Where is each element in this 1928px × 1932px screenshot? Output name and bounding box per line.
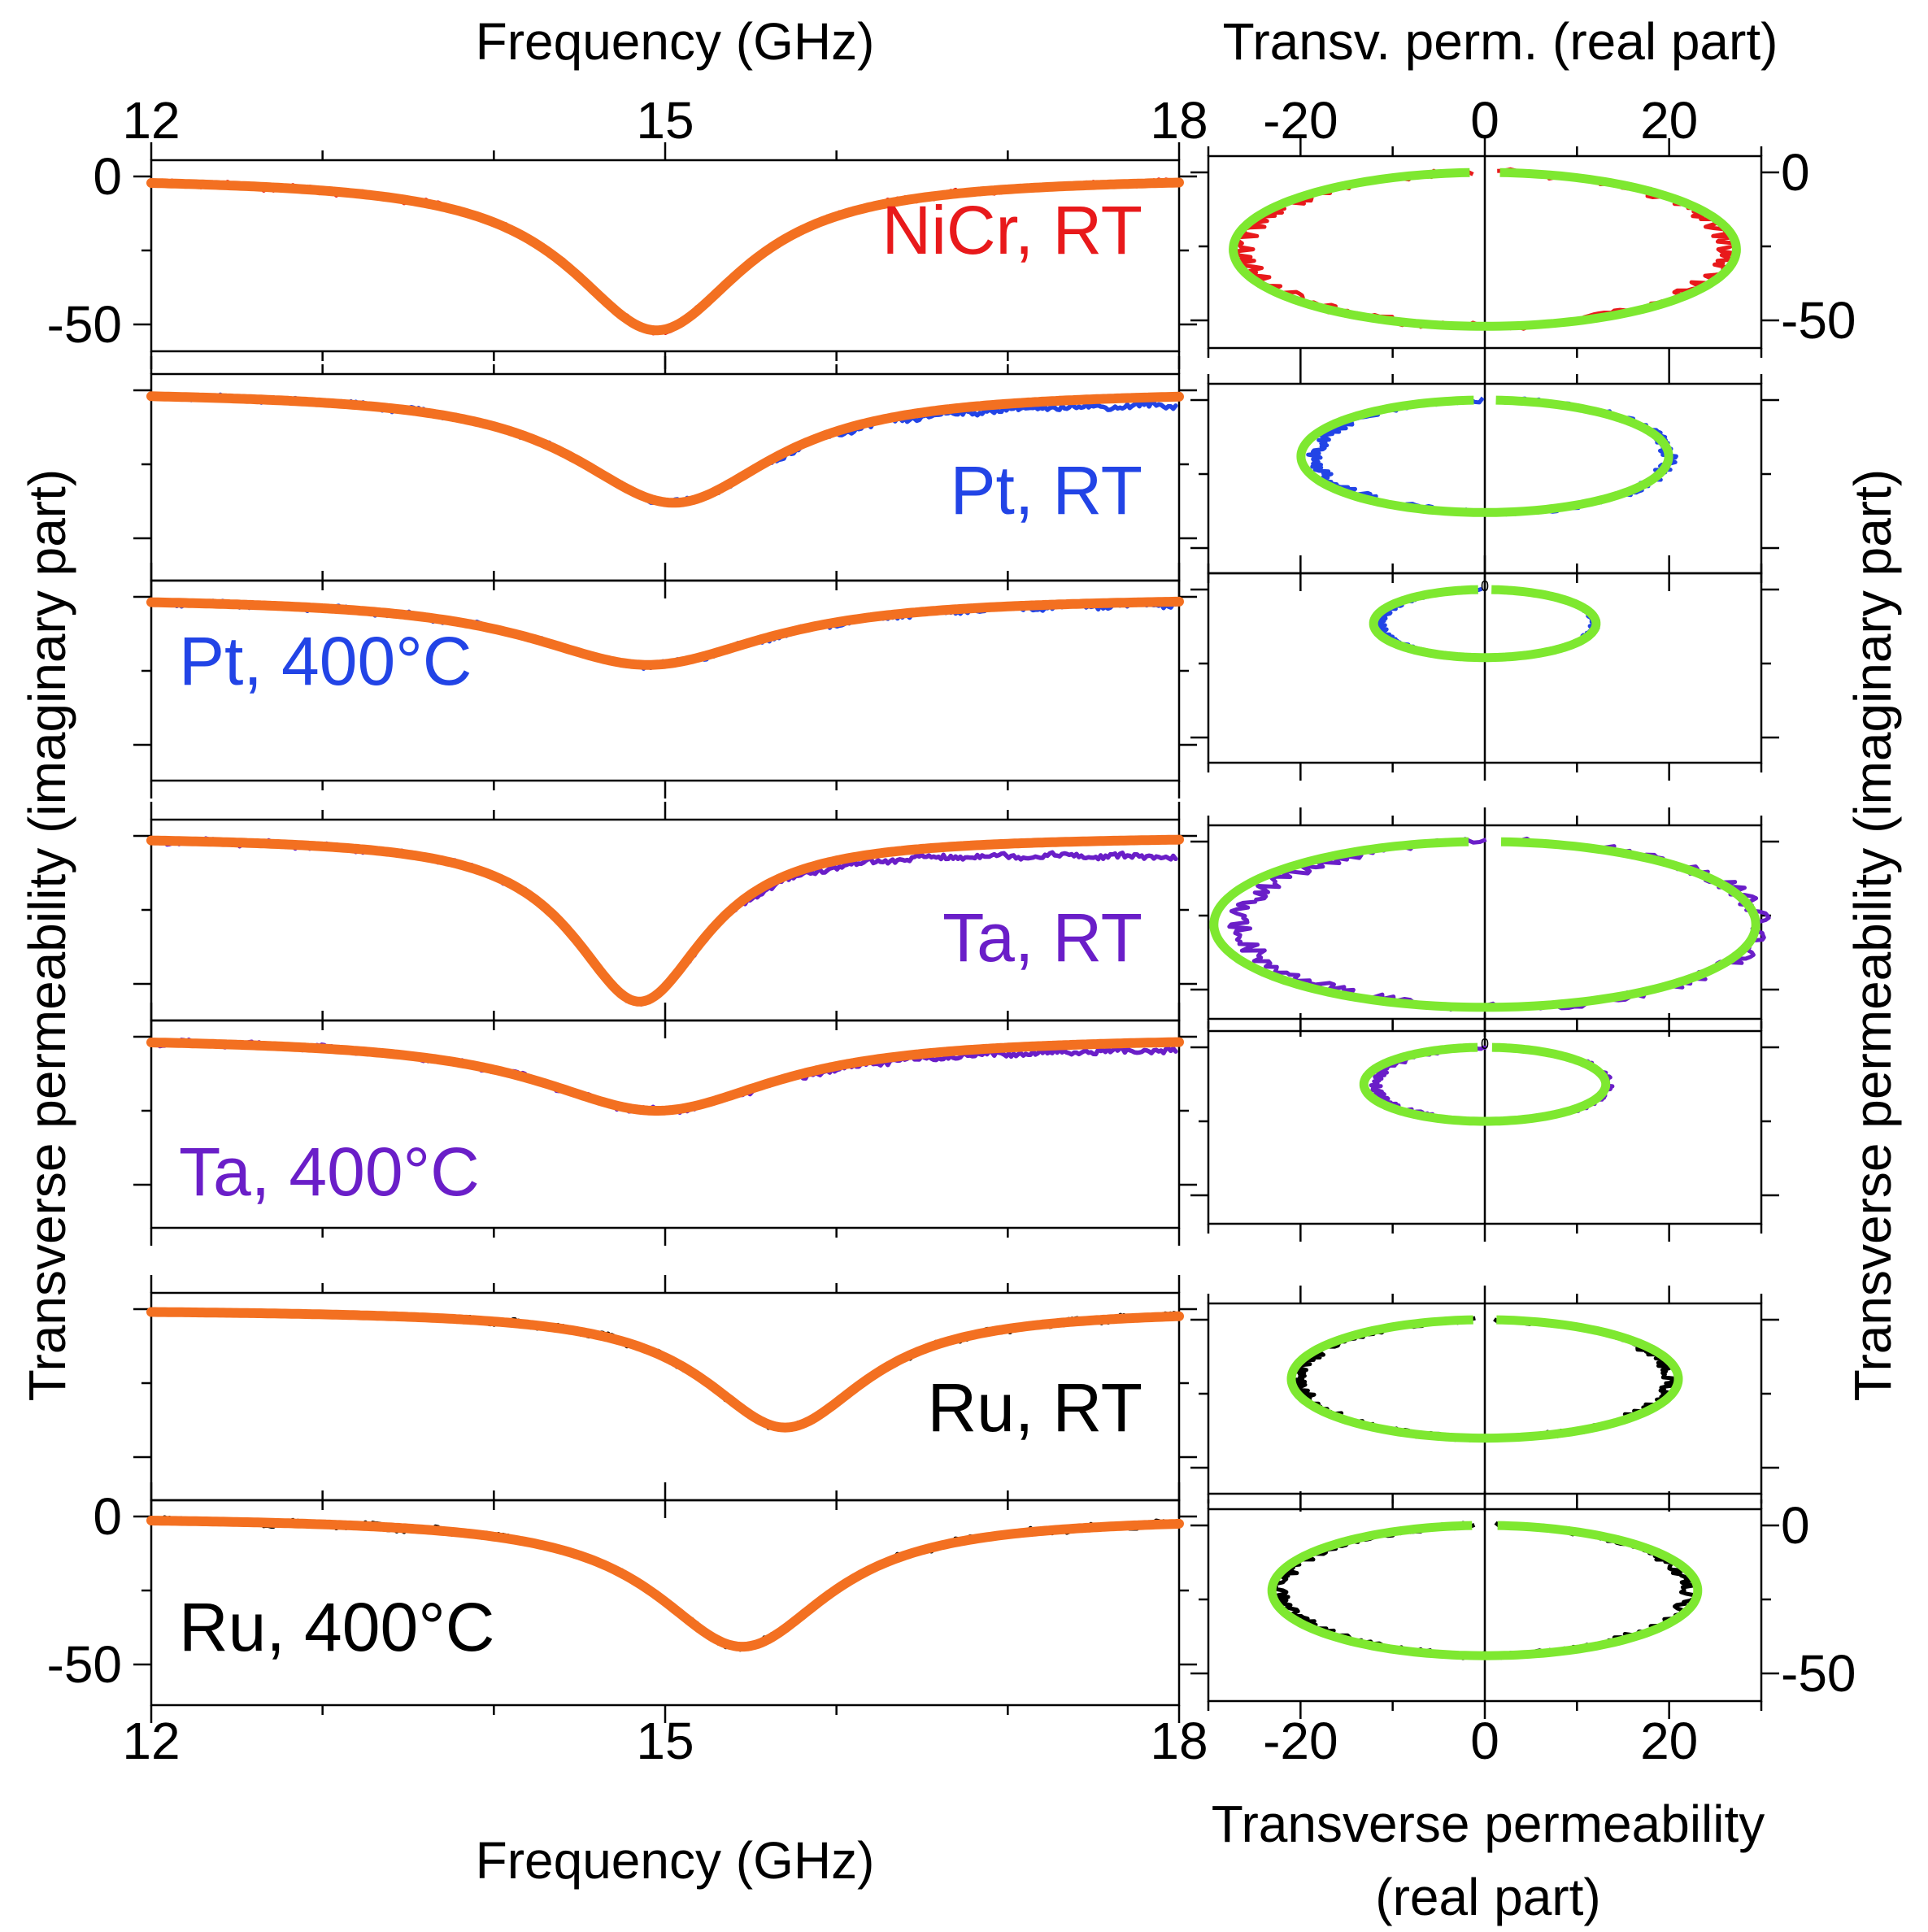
bottom-x-tick-label: 18 bbox=[1150, 1712, 1208, 1770]
bottom-x-tick-label: 15 bbox=[636, 1712, 694, 1770]
loop-origin-marker: 0 bbox=[1481, 1036, 1489, 1052]
bottom-x-tick-label: 12 bbox=[122, 1712, 180, 1770]
bottom-right-x-tick-label: 20 bbox=[1640, 1712, 1698, 1770]
top-x-tick-label: 15 bbox=[636, 91, 694, 150]
right-y-tick-label: 0 bbox=[1781, 1496, 1810, 1555]
bottom-x-axis-title: Frequency (GHz) bbox=[476, 1831, 875, 1890]
loop-origin-marker: 0 bbox=[1481, 578, 1489, 594]
top-right-x-tick-label: 20 bbox=[1640, 91, 1698, 150]
bottom-right-x-axis-title-line1: Transverse permeability bbox=[1212, 1795, 1765, 1853]
left-y-tick-label: -50 bbox=[47, 1635, 123, 1694]
top-right-x-axis-title: Transv. perm. (real part) bbox=[1223, 12, 1778, 71]
sample-label: Ta, RT bbox=[942, 899, 1142, 976]
fit-curve bbox=[146, 1037, 1184, 1116]
right-y-axis-title: Transverse permeability (imaginary part) bbox=[1843, 469, 1902, 1401]
bottom-right-x-tick-label: 0 bbox=[1470, 1712, 1499, 1770]
bottom-right-x-axis-title-line2: (real part) bbox=[1375, 1868, 1600, 1926]
loop-panels: 00 bbox=[1190, 138, 1779, 1719]
sample-label: NiCr, RT bbox=[882, 192, 1142, 268]
top-x-tick-label: 18 bbox=[1150, 91, 1208, 150]
right-y-tick-label: -50 bbox=[1781, 291, 1856, 350]
fit-loop bbox=[1286, 1315, 1683, 1443]
sample-label: Pt, 400°C bbox=[179, 623, 472, 699]
fit-loop bbox=[1267, 1521, 1703, 1660]
top-right-x-tick-label: -20 bbox=[1263, 91, 1338, 150]
right-y-tick-label: -50 bbox=[1781, 1644, 1856, 1703]
fit-curve bbox=[146, 391, 1184, 508]
fit-loop bbox=[1369, 585, 1601, 663]
frequency-panels: NiCr, RT Pt, RT Pt, 400°C Ta, RT Ta, 400°C Ru… bbox=[133, 142, 1197, 1723]
fit-loop bbox=[1296, 395, 1673, 517]
sample-label: Ru, RT bbox=[927, 1369, 1142, 1446]
fit-curve bbox=[146, 177, 1184, 336]
left-y-tick-label: -50 bbox=[47, 295, 123, 354]
bottom-right-x-tick-label: -20 bbox=[1263, 1712, 1338, 1770]
fit-loop bbox=[1229, 168, 1741, 331]
fit-curve bbox=[146, 1307, 1184, 1433]
right-y-tick-label: 0 bbox=[1781, 143, 1810, 202]
top-x-axis-title: Frequency (GHz) bbox=[476, 12, 875, 71]
fit-curve bbox=[146, 834, 1184, 1007]
left-y-tick-label: 0 bbox=[93, 147, 122, 206]
fit-loop bbox=[1359, 1042, 1611, 1126]
top-x-tick-label: 12 bbox=[122, 91, 180, 150]
sample-label: Ru, 400°C bbox=[179, 1589, 494, 1665]
left-y-tick-label: 0 bbox=[93, 1487, 122, 1546]
fit-loop bbox=[1209, 837, 1760, 1012]
left-y-axis-title: Transverse permeability (imaginary part) bbox=[18, 469, 76, 1401]
top-right-x-tick-label: 0 bbox=[1470, 91, 1499, 150]
sample-label: Ta, 400°C bbox=[179, 1134, 480, 1210]
sample-label: Pt, RT bbox=[951, 452, 1143, 529]
fit-curve bbox=[146, 596, 1184, 670]
fit-curve bbox=[146, 1516, 1184, 1652]
